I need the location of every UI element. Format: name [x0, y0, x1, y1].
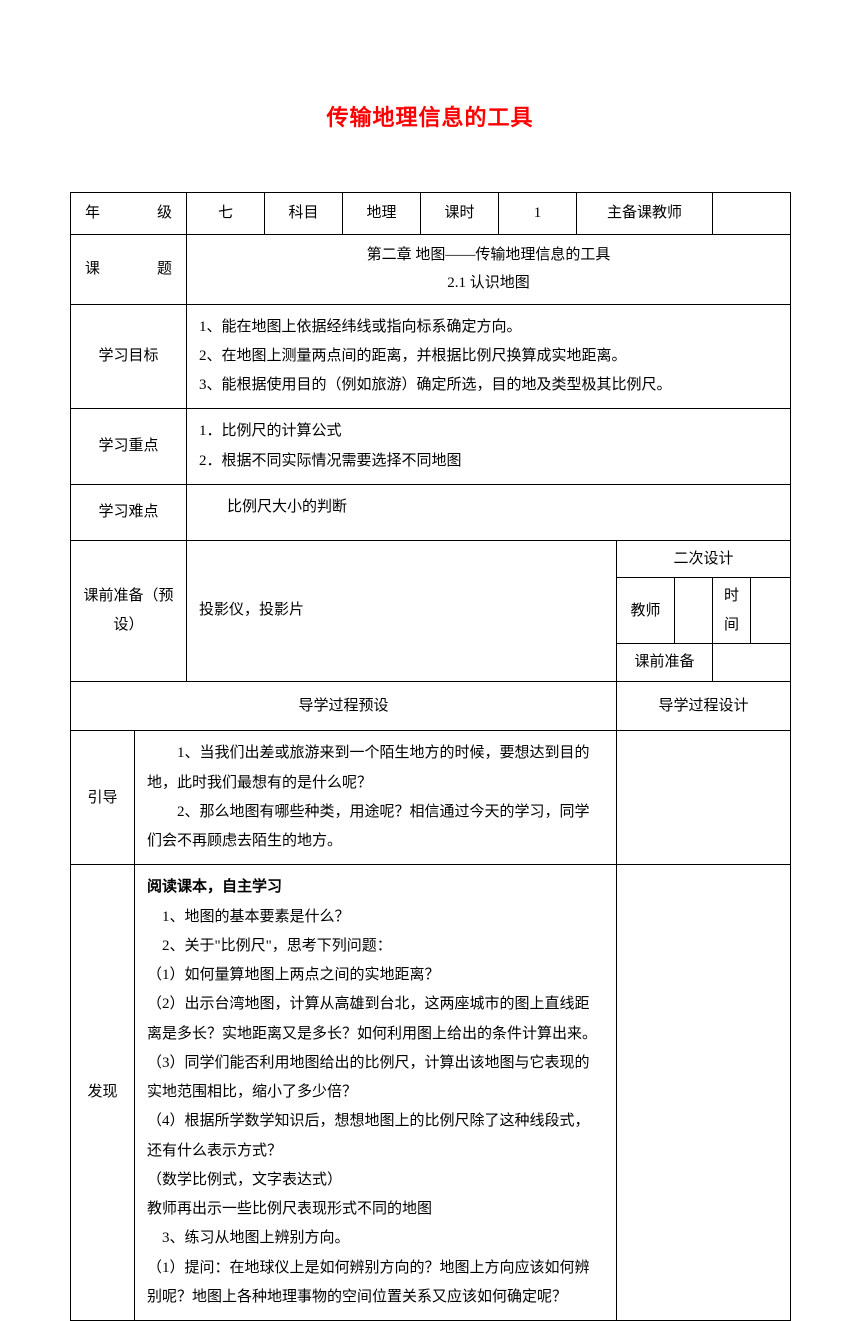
discover-p8: 教师再出示一些比例尺表现形式不同的地图	[147, 1195, 604, 1224]
grade-label: 年 级	[71, 193, 187, 235]
guide-label: 引导	[71, 731, 135, 865]
grade-value: 七	[187, 193, 265, 235]
prep-teacher-val	[675, 578, 713, 644]
goals-content: 1、能在地图上依据经纬线或指向标系确定方向。 2、在地图上测量两点间的距离，并根…	[187, 304, 791, 409]
keypoints-line1: 1．比例尺的计算公式	[199, 417, 778, 446]
design-label: 二次设计	[617, 540, 791, 578]
table-row: 学习目标 1、能在地图上依据经纬线或指向标系确定方向。 2、在地图上测量两点间的…	[71, 304, 791, 409]
prep-content: 投影仪，投影片	[187, 540, 617, 681]
process-preset-label: 导学过程预设	[71, 681, 617, 731]
prep-preclass-val	[713, 644, 791, 682]
goals-line3: 3、能根据使用目的（例如旅游）确定所选，目的地及类型极其比例尺。	[199, 371, 778, 400]
topic-line2: 2.1 认识地图	[195, 269, 782, 298]
difficulty-label: 学习难点	[71, 484, 187, 540]
period-label: 课时	[421, 193, 499, 235]
keypoints-label: 学习重点	[71, 409, 187, 485]
subject-value: 地理	[343, 193, 421, 235]
discover-p4: （2）出示台湾地图，计算从高雄到台北，这两座城市的图上直线距离是多长？实地距离又…	[147, 990, 604, 1049]
teacher-label: 主备课教师	[577, 193, 713, 235]
keypoints-line2: 2．根据不同实际情况需要选择不同地图	[199, 447, 778, 476]
subject-label: 科目	[265, 193, 343, 235]
keypoints-content: 1．比例尺的计算公式 2．根据不同实际情况需要选择不同地图	[187, 409, 791, 485]
table-row: 导学过程预设 导学过程设计	[71, 681, 791, 731]
discover-p5: （3）同学们能否利用地图给出的比例尺，计算出该地图与它表现的实地范围相比，缩小了…	[147, 1049, 604, 1108]
discover-p2: 2、关于"比例尺"，思考下列问题：	[147, 932, 604, 961]
period-value: 1	[499, 193, 577, 235]
prep-time: 时间	[713, 578, 751, 644]
lesson-plan-table: 年 级 七 科目 地理 课时 1 主备课教师 课 题 第二章 地图——传输地理信…	[70, 192, 791, 1321]
prep-preclass: 课前准备	[617, 644, 713, 682]
discover-p9: 3、练习从地图上辨别方向。	[147, 1224, 604, 1253]
table-row: 学习重点 1．比例尺的计算公式 2．根据不同实际情况需要选择不同地图	[71, 409, 791, 485]
difficulty-content: 比例尺大小的判断	[187, 484, 791, 540]
discover-p1: 1、地图的基本要素是什么？	[147, 903, 604, 932]
guide-content: 1、当我们出差或旅游来到一个陌生地方的时候，要想达到目的地，此时我们最想有的是什…	[135, 731, 617, 865]
prep-time-val	[751, 578, 791, 644]
discover-design	[617, 865, 791, 1321]
topic-label: 课 题	[71, 234, 187, 304]
guide-line2: 2、那么地图有哪些种类，用途呢？相信通过今天的学习，同学们会不再顾虑去陌生的地方…	[147, 798, 604, 857]
teacher-value	[713, 193, 791, 235]
discover-p6: （4）根据所学数学知识后，想想地图上的比例尺除了这种线段式，还有什么表示方式？	[147, 1107, 604, 1166]
goals-line1: 1、能在地图上依据经纬线或指向标系确定方向。	[199, 313, 778, 342]
discover-label: 发现	[71, 865, 135, 1321]
discover-p7: （数学比例式，文字表达式）	[147, 1166, 604, 1195]
discover-p10: （1）提问：在地球仪上是如何辨别方向的？地图上方向应该如何辨别呢？地图上各种地理…	[147, 1254, 604, 1313]
prep-teacher: 教师	[617, 578, 675, 644]
table-row: 课 题 第二章 地图——传输地理信息的工具 2.1 认识地图	[71, 234, 791, 304]
guide-line1: 1、当我们出差或旅游来到一个陌生地方的时候，要想达到目的地，此时我们最想有的是什…	[147, 739, 604, 798]
table-row: 年 级 七 科目 地理 课时 1 主备课教师	[71, 193, 791, 235]
table-row: 学习难点 比例尺大小的判断	[71, 484, 791, 540]
prep-label: 课前准备（预设）	[71, 540, 187, 681]
discover-heading: 阅读课本，自主学习	[147, 873, 604, 902]
topic-value: 第二章 地图——传输地理信息的工具 2.1 认识地图	[187, 234, 791, 304]
topic-line1: 第二章 地图——传输地理信息的工具	[195, 241, 782, 270]
guide-design	[617, 731, 791, 865]
goals-line2: 2、在地图上测量两点间的距离，并根据比例尺换算成实地距离。	[199, 342, 778, 371]
discover-content: 阅读课本，自主学习 1、地图的基本要素是什么？ 2、关于"比例尺"，思考下列问题…	[135, 865, 617, 1321]
discover-p3: （1）如何量算地图上两点之间的实地距离？	[147, 961, 604, 990]
table-row: 发现 阅读课本，自主学习 1、地图的基本要素是什么？ 2、关于"比例尺"，思考下…	[71, 865, 791, 1321]
page-title: 传输地理信息的工具	[70, 100, 790, 132]
goals-label: 学习目标	[71, 304, 187, 409]
table-row: 引导 1、当我们出差或旅游来到一个陌生地方的时候，要想达到目的地，此时我们最想有…	[71, 731, 791, 865]
table-row: 课前准备（预设） 投影仪，投影片 二次设计	[71, 540, 791, 578]
process-design-label: 导学过程设计	[617, 681, 791, 731]
